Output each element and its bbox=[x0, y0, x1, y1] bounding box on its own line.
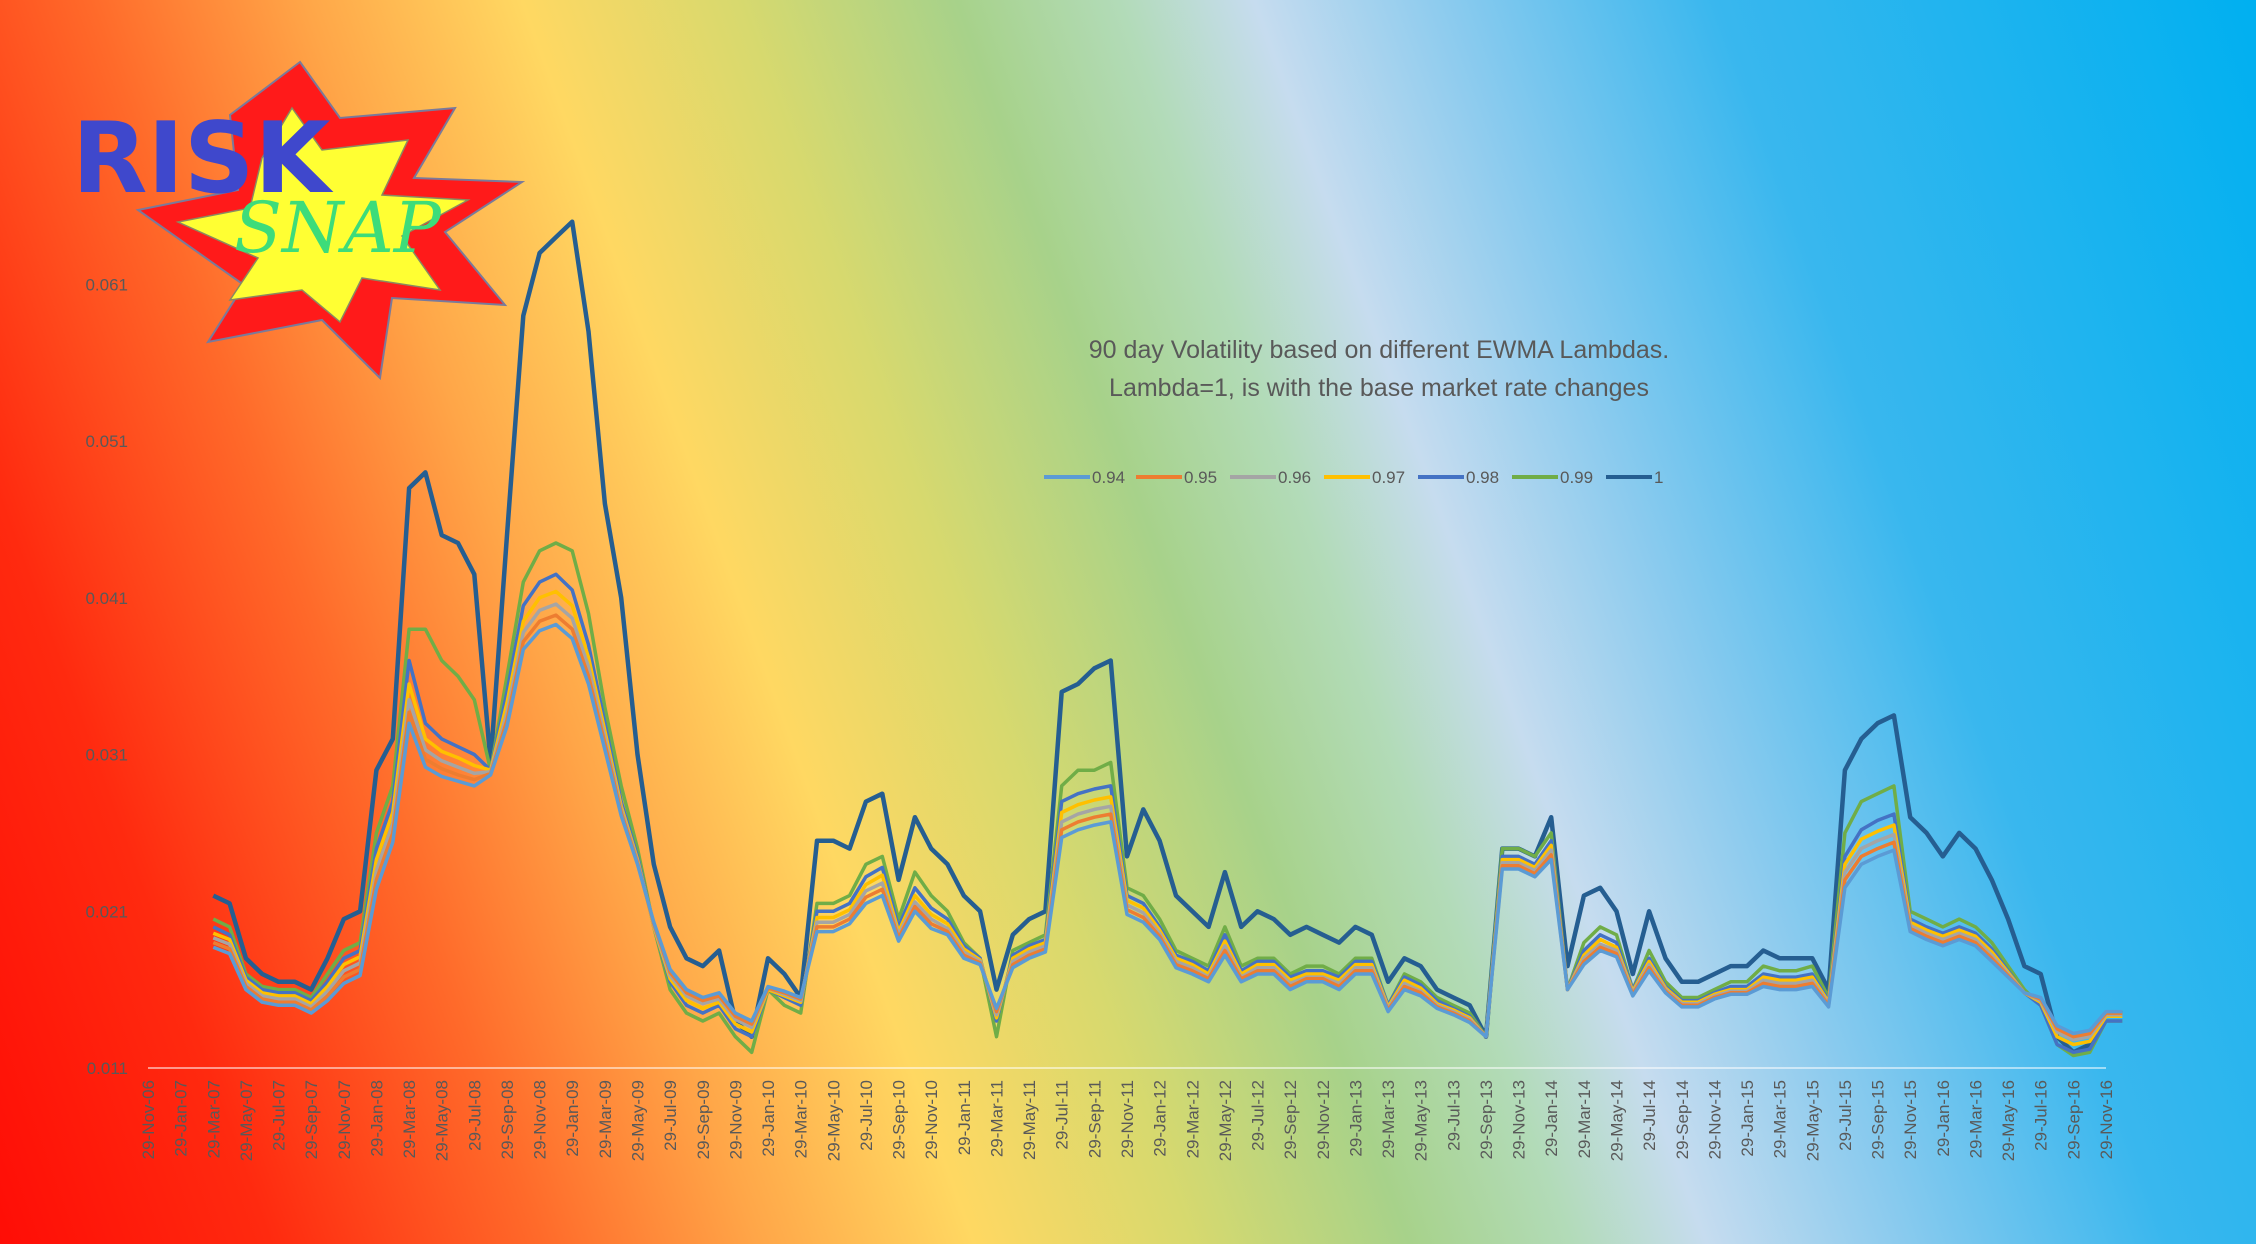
y-tick-label: 0.021 bbox=[85, 902, 128, 921]
y-tick-label: 0.051 bbox=[85, 432, 128, 451]
logo-text-risk: RISK bbox=[72, 102, 334, 216]
x-tick-label: 29-Nov-14 bbox=[1705, 1080, 1724, 1159]
x-tick-label: 29-Jan-08 bbox=[367, 1080, 386, 1157]
y-tick-label: 0.041 bbox=[85, 589, 128, 608]
x-tick-label: 29-Mar-10 bbox=[792, 1080, 811, 1158]
x-tick-label: 29-Sep-09 bbox=[694, 1080, 713, 1159]
x-tick-label: 29-Jan-07 bbox=[172, 1080, 191, 1157]
x-tick-label: 29-May-15 bbox=[1803, 1080, 1822, 1161]
x-tick-label: 29-Jan-12 bbox=[1151, 1080, 1170, 1157]
x-tick-label: 29-Sep-10 bbox=[890, 1080, 909, 1159]
y-axis-ticks: 0.011 0.021 0.031 0.041 0.051 0.061 bbox=[85, 275, 128, 1078]
x-tick-label: 29-Nov-15 bbox=[1901, 1080, 1920, 1159]
legend-item: 0.99 bbox=[1512, 468, 1593, 487]
risksnap-logo: RISK SNAP bbox=[72, 60, 526, 381]
x-tick-label: 29-May-09 bbox=[629, 1080, 648, 1161]
x-axis-ticks: 29-Nov-06 29-Jan-07 29-Mar-07 29-May-07 29-J… bbox=[139, 1080, 2116, 1161]
logo-star-inner bbox=[175, 106, 471, 324]
series-line-1 bbox=[212, 219, 2123, 1055]
legend-label: 1 bbox=[1654, 468, 1663, 487]
legend-label: 0.97 bbox=[1372, 468, 1405, 487]
logo-text-snap: SNAP bbox=[234, 187, 443, 269]
chart-title: 90 day Volatility based on different EWM… bbox=[1089, 336, 1669, 402]
x-tick-label: 29-Mar-09 bbox=[596, 1080, 615, 1158]
x-tick-label: 29-Sep-08 bbox=[498, 1080, 517, 1159]
y-tick-label: 0.011 bbox=[87, 1059, 128, 1078]
x-tick-label: 29-Jan-10 bbox=[759, 1080, 778, 1157]
x-tick-label: 29-Nov-08 bbox=[531, 1080, 550, 1159]
x-tick-label: 29-May-11 bbox=[1020, 1080, 1039, 1160]
x-tick-label: 29-Jul-09 bbox=[661, 1080, 680, 1151]
x-tick-label: 29-May-13 bbox=[1412, 1080, 1431, 1161]
x-tick-label: 29-Mar-15 bbox=[1771, 1080, 1790, 1158]
x-tick-label: 29-Jan-16 bbox=[1934, 1080, 1953, 1157]
x-tick-label: 29-Sep-15 bbox=[1869, 1080, 1888, 1159]
x-tick-label: 29-Nov-09 bbox=[726, 1080, 745, 1159]
x-tick-label: 29-Mar-14 bbox=[1575, 1080, 1594, 1158]
y-tick-label: 0.031 bbox=[85, 746, 128, 765]
legend-item: 0.96 bbox=[1230, 468, 1311, 487]
x-tick-label: 29-Sep-12 bbox=[1281, 1080, 1300, 1159]
x-tick-label: 29-Jul-11 bbox=[1053, 1080, 1072, 1150]
chart-title-line-1: 90 day Volatility based on different EWM… bbox=[1089, 336, 1669, 364]
x-tick-label: 29-Jan-11 bbox=[955, 1080, 974, 1155]
x-tick-label: 29-Mar-12 bbox=[1183, 1080, 1202, 1158]
x-tick-label: 29-Nov-16 bbox=[2097, 1080, 2116, 1159]
chart-title-line-2: Lambda=1, is with the base market rate c… bbox=[1109, 374, 1649, 402]
x-tick-label: 29-Jul-10 bbox=[857, 1080, 876, 1151]
x-tick-label: 29-Jan-15 bbox=[1738, 1080, 1757, 1157]
x-tick-label: 29-Sep-11 bbox=[1085, 1080, 1104, 1158]
x-tick-label: 29-Jul-07 bbox=[270, 1080, 289, 1151]
x-tick-label: 29-Sep-14 bbox=[1673, 1080, 1692, 1159]
x-tick-label: 29-Nov-12 bbox=[1314, 1080, 1333, 1159]
x-tick-label: 29-Nov-10 bbox=[922, 1080, 941, 1159]
x-tick-label: 29-Jul-08 bbox=[465, 1080, 484, 1151]
legend-item: 0.98 bbox=[1418, 468, 1499, 487]
x-tick-label: 29-Nov-07 bbox=[335, 1080, 354, 1159]
x-tick-label: 29-Sep-07 bbox=[302, 1080, 321, 1159]
series-line-0-99 bbox=[212, 541, 2123, 1058]
y-tick-label: 0.061 bbox=[85, 275, 128, 294]
legend-label: 0.99 bbox=[1560, 468, 1593, 487]
x-tick-label: 29-Jan-14 bbox=[1542, 1080, 1561, 1157]
chart-legend: 0.94 0.95 0.96 0.97 0.98 0.99 1 bbox=[1044, 468, 1663, 487]
x-tick-label: 29-Mar-08 bbox=[400, 1080, 419, 1158]
legend-item: 0.97 bbox=[1324, 468, 1405, 487]
x-tick-label: 29-Jul-12 bbox=[1249, 1080, 1268, 1151]
x-tick-label: 29-Jul-14 bbox=[1640, 1080, 1659, 1151]
legend-item: 0.95 bbox=[1136, 468, 1217, 487]
x-tick-label: 29-Nov-06 bbox=[139, 1080, 158, 1159]
x-tick-label: 29-Jul-16 bbox=[2032, 1080, 2051, 1151]
series-line-0-94 bbox=[212, 622, 2123, 1039]
series-line-0-96 bbox=[212, 602, 2123, 1042]
x-tick-label: 29-Nov-11 bbox=[1118, 1080, 1137, 1158]
series-line-0-95 bbox=[212, 613, 2123, 1039]
legend-label: 0.95 bbox=[1184, 468, 1217, 487]
x-tick-label: 29-Mar-16 bbox=[1966, 1080, 1985, 1158]
x-tick-label: 29-May-12 bbox=[1216, 1080, 1235, 1161]
x-tick-label: 29-May-16 bbox=[1999, 1080, 2018, 1161]
x-tick-label: 29-May-14 bbox=[1608, 1080, 1627, 1161]
legend-label: 0.96 bbox=[1278, 468, 1311, 487]
x-tick-label: 29-Mar-11 bbox=[987, 1080, 1006, 1157]
x-tick-label: 29-Mar-07 bbox=[204, 1080, 223, 1158]
x-tick-label: 29-Jan-13 bbox=[1346, 1080, 1365, 1157]
x-tick-label: 29-May-07 bbox=[237, 1080, 256, 1161]
x-tick-label: 29-Jan-09 bbox=[563, 1080, 582, 1157]
legend-label: 0.94 bbox=[1092, 468, 1125, 487]
x-tick-label: 29-Sep-13 bbox=[1477, 1080, 1496, 1159]
legend-label: 0.98 bbox=[1466, 468, 1499, 487]
x-tick-label: 29-Sep-16 bbox=[2064, 1080, 2083, 1159]
x-tick-label: 29-May-10 bbox=[824, 1080, 843, 1161]
x-tick-label: 29-Jul-15 bbox=[1836, 1080, 1855, 1151]
legend-item: 1 bbox=[1606, 468, 1663, 487]
series-lines bbox=[212, 219, 2123, 1058]
legend-item: 0.94 bbox=[1044, 468, 1125, 487]
x-tick-label: 29-Nov-13 bbox=[1510, 1080, 1529, 1159]
x-tick-label: 29-May-08 bbox=[433, 1080, 452, 1161]
x-tick-label: 29-Mar-13 bbox=[1379, 1080, 1398, 1158]
x-tick-label: 29-Jul-13 bbox=[1444, 1080, 1463, 1151]
